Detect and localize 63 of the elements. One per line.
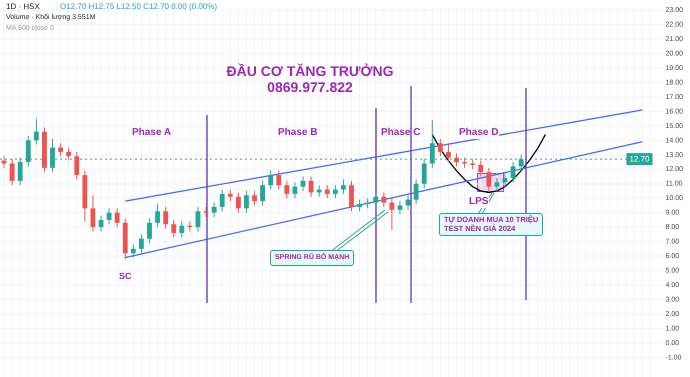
candlestick [66, 147, 72, 162]
candlestick [58, 142, 64, 157]
candlestick [478, 160, 484, 178]
candlestick [276, 170, 282, 190]
candlestick [74, 151, 80, 180]
annotation: Phase C [381, 127, 420, 138]
candlestick [349, 180, 354, 212]
candlestick [446, 142, 451, 163]
annotation: Phase D [458, 127, 500, 138]
candlestick [414, 178, 419, 205]
candlestick [147, 218, 152, 244]
candlestick [454, 152, 459, 167]
candlestick [212, 202, 217, 218]
text: 0869.977.822 [266, 79, 354, 96]
candlestick [2, 156, 6, 168]
candlestick [34, 118, 39, 146]
candlestick [90, 194, 96, 232]
candlestick [196, 206, 200, 232]
annotation: Phase B [278, 127, 318, 138]
candlestick [406, 194, 410, 210]
candlestick [138, 234, 144, 254]
candlestick [510, 162, 516, 183]
candlestick [179, 220, 184, 238]
candlestick [494, 177, 500, 192]
candlestick [316, 184, 322, 198]
candlestick [308, 176, 314, 198]
candlestick [171, 219, 176, 238]
ref-line-label: 12.70 [629, 154, 650, 164]
annotation: 1D · HSX [6, 2, 40, 12]
annotation: LPS [468, 196, 490, 208]
candlestick [389, 198, 394, 231]
candlestick [114, 208, 120, 228]
candlestick [98, 215, 104, 232]
candlestick [220, 189, 225, 212]
candlestick [398, 200, 402, 215]
candlestick [163, 206, 168, 230]
candlestick [470, 158, 476, 170]
candlestick [106, 208, 112, 225]
candlestick [365, 198, 370, 209]
candlestick [502, 172, 508, 188]
candlestick [357, 199, 362, 212]
candlestick [340, 178, 346, 194]
candlestick [462, 157, 468, 168]
candlestick [236, 192, 241, 214]
candlestick [284, 180, 290, 199]
candlestick [260, 180, 266, 206]
candlestick [438, 138, 443, 157]
candlestick [10, 158, 15, 186]
candlestick [155, 204, 160, 228]
candlestick [292, 182, 298, 199]
candlestick [300, 176, 306, 192]
annotation: O12.70 H12.75 L12.50 C12.70 0.00 (0.00%) [60, 2, 217, 12]
candlestick [228, 189, 233, 202]
text: ĐẦU CƠ TĂNG TRƯỞNG [226, 63, 394, 80]
annotation: Phase A [132, 127, 172, 138]
candlestick [486, 167, 492, 192]
candlestick [324, 184, 330, 199]
candlestick [268, 170, 274, 190]
annotation: SC [119, 271, 132, 282]
candlestick [244, 190, 249, 214]
candlestick [252, 190, 257, 206]
candlestick [187, 220, 192, 232]
candlestick [332, 184, 338, 199]
